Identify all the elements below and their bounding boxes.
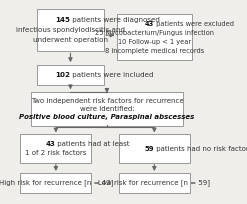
Text: 59: 59 <box>144 146 154 152</box>
FancyBboxPatch shape <box>119 173 190 193</box>
Text: infectious spondylodiscitis and: infectious spondylodiscitis and <box>16 27 125 33</box>
Text: High risk for recurrence [n = 43]: High risk for recurrence [n = 43] <box>0 180 113 186</box>
Text: 25 Mycobacterium/Fungus infection: 25 Mycobacterium/Fungus infection <box>95 30 214 36</box>
Text: underwent operation: underwent operation <box>33 37 108 43</box>
FancyBboxPatch shape <box>20 134 91 163</box>
Text: Low risk for recurrence [n = 59]: Low risk for recurrence [n = 59] <box>98 180 210 186</box>
Text: patients were diagnosed: patients were diagnosed <box>70 17 160 23</box>
FancyBboxPatch shape <box>119 134 190 163</box>
Text: 43: 43 <box>45 141 55 147</box>
Text: 1 of 2 risk factors: 1 of 2 risk factors <box>25 150 86 156</box>
FancyBboxPatch shape <box>117 14 192 60</box>
Text: Positive blood culture, Paraspinal abscesses: Positive blood culture, Paraspinal absce… <box>19 114 195 120</box>
FancyBboxPatch shape <box>31 92 183 126</box>
Text: patients had at least: patients had at least <box>55 141 130 147</box>
Text: 145: 145 <box>55 17 70 23</box>
FancyBboxPatch shape <box>37 64 104 85</box>
Text: 8 incomplete medical records: 8 incomplete medical records <box>105 48 204 53</box>
Text: were identified:: were identified: <box>80 106 134 112</box>
Text: 102: 102 <box>55 72 70 78</box>
Text: patients were included: patients were included <box>70 72 153 78</box>
Text: 43: 43 <box>144 21 154 27</box>
FancyBboxPatch shape <box>37 9 104 51</box>
Text: Two independent risk factors for recurrence: Two independent risk factors for recurre… <box>31 98 183 104</box>
Text: 10 Follow-up < 1 year: 10 Follow-up < 1 year <box>118 39 191 45</box>
Text: patients were excluded: patients were excluded <box>154 21 234 27</box>
Text: patients had no risk factor: patients had no risk factor <box>154 146 247 152</box>
FancyBboxPatch shape <box>20 173 91 193</box>
